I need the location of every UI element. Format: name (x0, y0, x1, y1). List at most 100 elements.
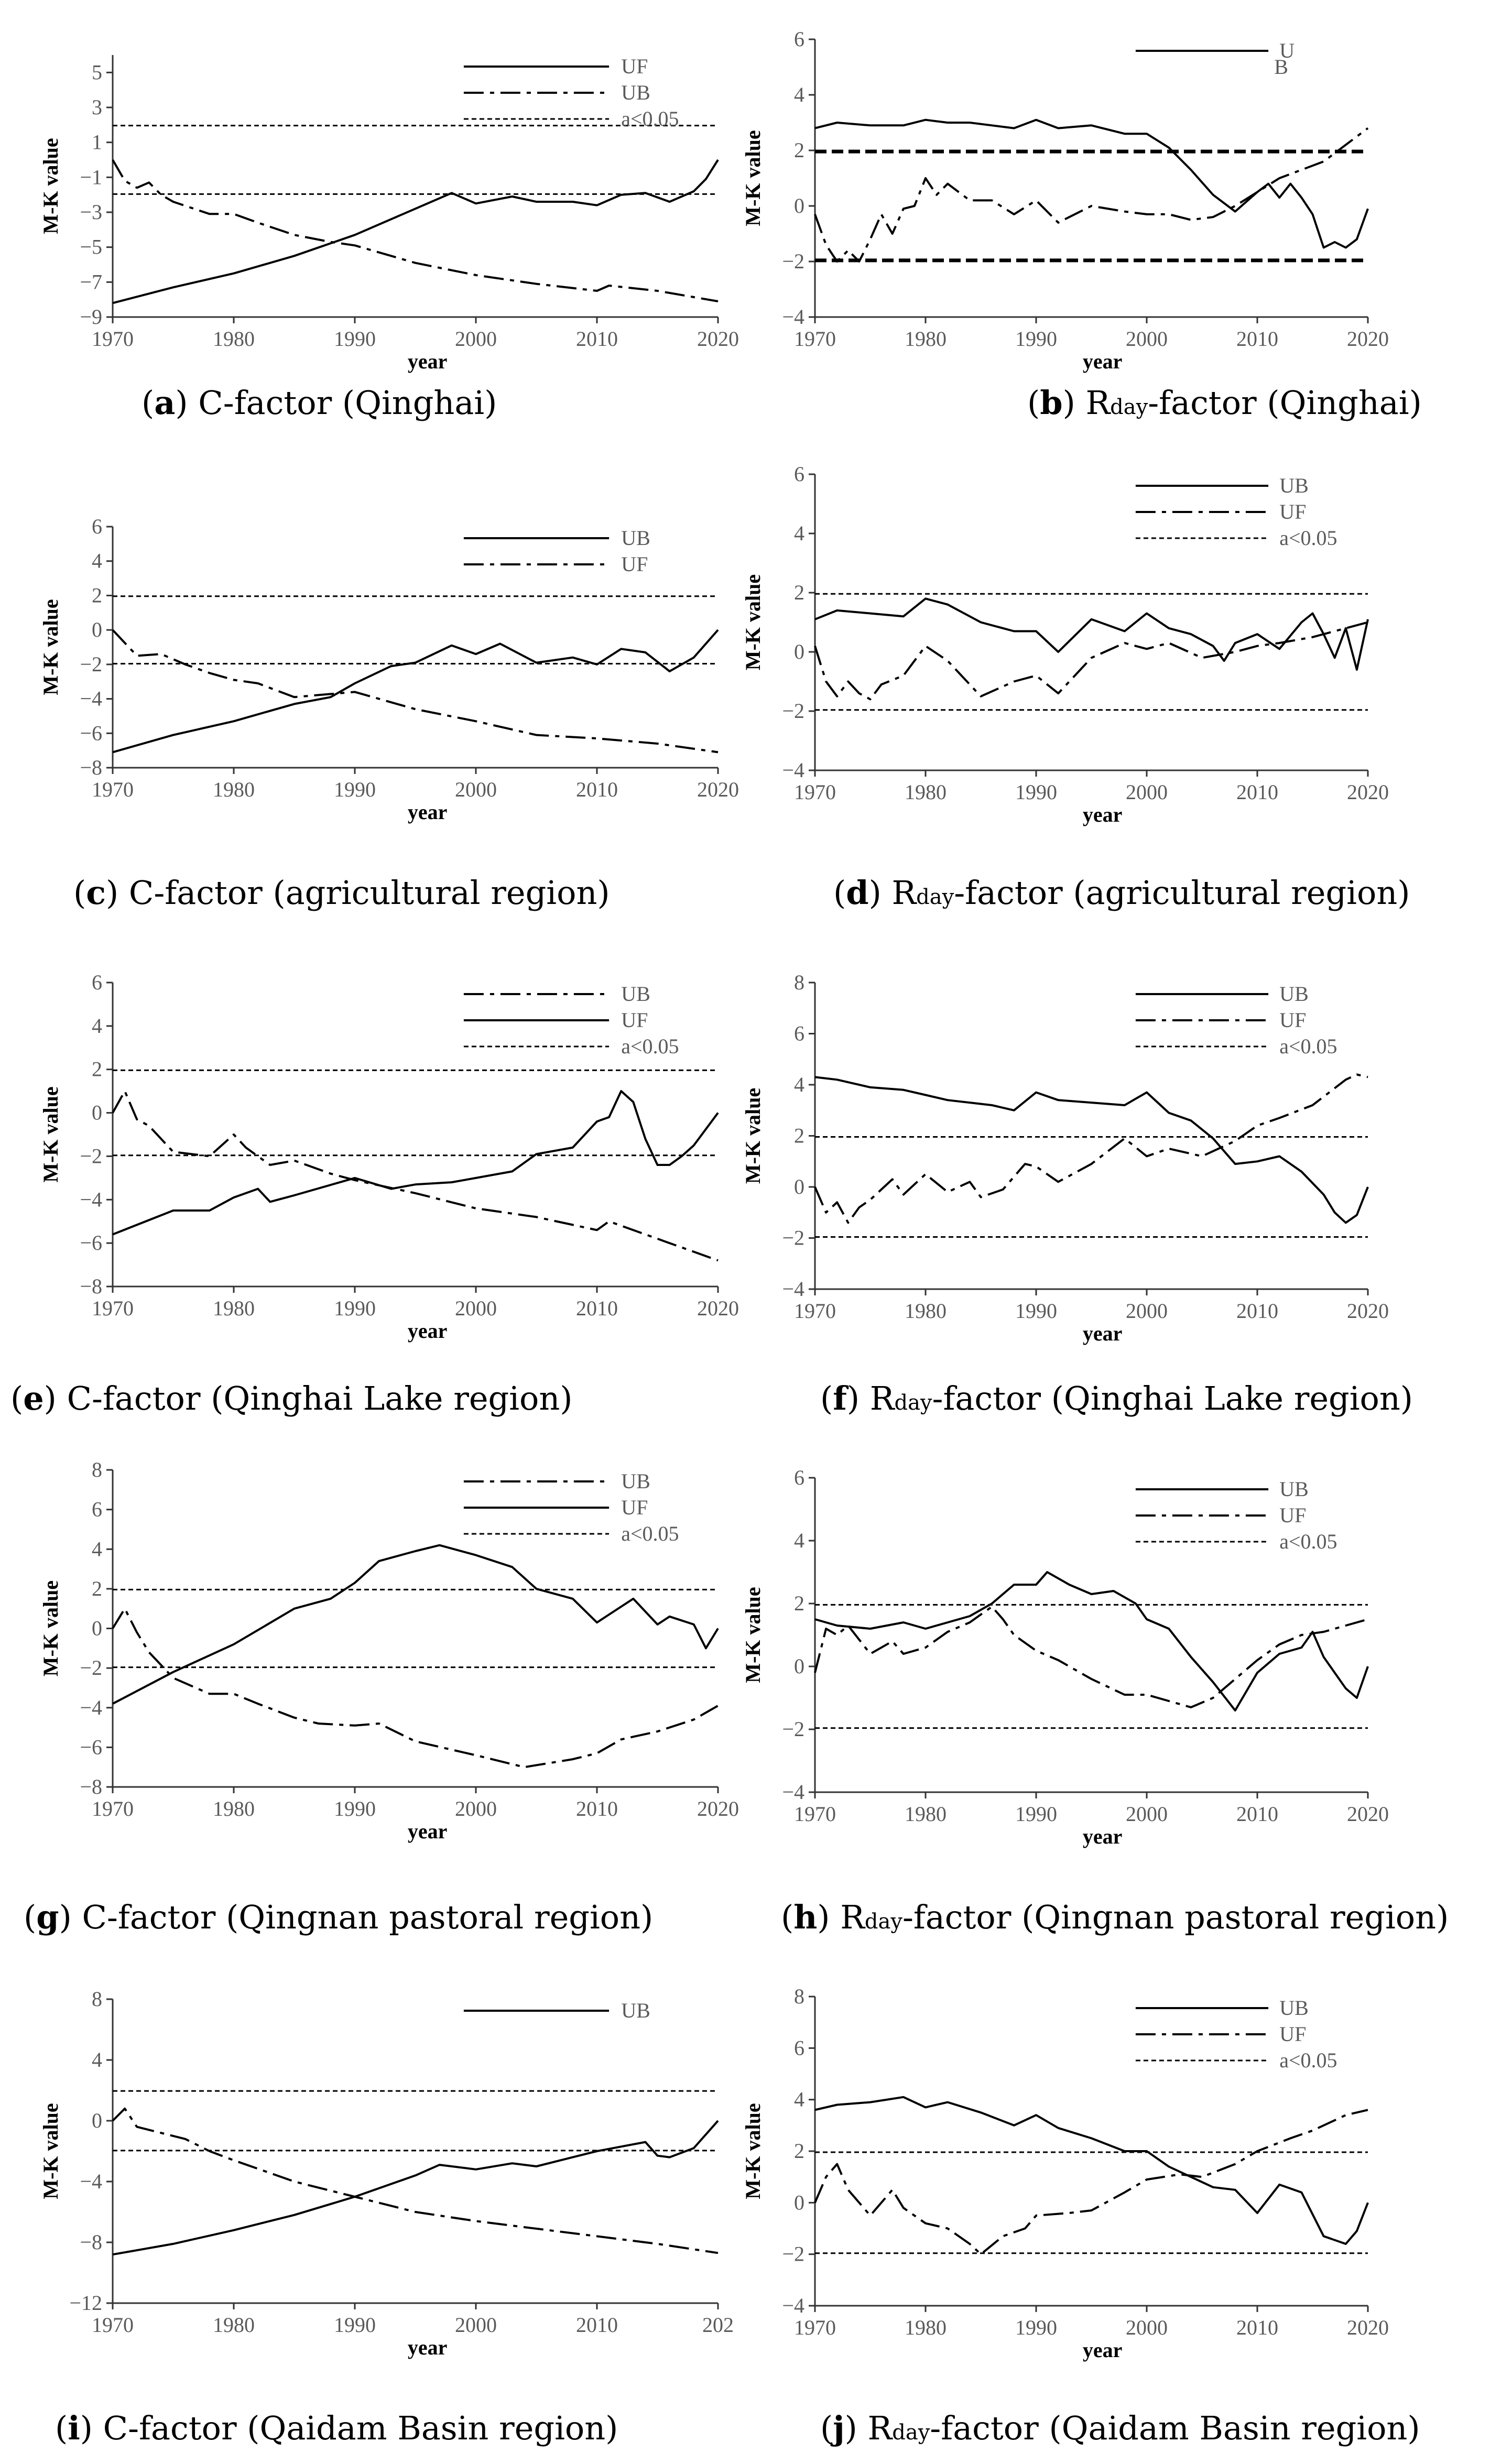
y-tick-label: −2 (80, 1656, 102, 1680)
y-tick-label: −2 (80, 1144, 102, 1168)
series-line-uf (112, 2107, 719, 2254)
series-line-ub (814, 2096, 1369, 2245)
x-tick-label: 2010 (1236, 1802, 1278, 1826)
x-tick-label: 2020 (1347, 2316, 1389, 2339)
caption-rest: -factor (agricultural region) (154, 874, 610, 912)
y-tick-label: −6 (80, 721, 102, 745)
series-line-ub (814, 127, 1369, 263)
caption-factor: C (198, 384, 223, 422)
legend-label: UB (1279, 1996, 1309, 2020)
x-tick-label: 1980 (905, 2316, 947, 2339)
y-tick-label: 6 (794, 462, 804, 486)
panel-caption: (f) Rday-factor (Qinghai Lake region) (820, 1379, 1413, 1418)
caption-close: ) (106, 874, 129, 912)
y-axis-title: M-K value (741, 1088, 765, 1184)
y-axis-title: M-K value (741, 1587, 765, 1683)
series-line-uf (112, 159, 719, 304)
y-tick-label: 4 (794, 521, 804, 545)
x-tick-label: 2020 (1347, 327, 1389, 351)
x-tick-label: 1970 (92, 778, 134, 801)
legend-label: UF (1279, 2022, 1306, 2046)
y-tick-label: 8 (92, 1458, 102, 1481)
caption-factor: R (868, 2409, 894, 2447)
caption-open: ( (781, 1898, 793, 1936)
y-tick-label: 5 (92, 60, 102, 84)
series-line-uf (814, 118, 1369, 249)
x-tick-label: 2020 (1347, 1299, 1389, 1323)
y-tick-label: 3 (92, 95, 102, 119)
legend-label: UF (621, 1008, 648, 1032)
y-tick-label: 4 (794, 1529, 804, 1552)
x-tick-label: 2000 (1126, 780, 1168, 804)
y-axis-title: M-K value (39, 1086, 62, 1182)
legend-label: a<0.05 (1279, 1530, 1337, 1553)
x-tick-label: 1970 (92, 327, 134, 351)
series-line-ub (112, 2120, 719, 2256)
caption-factor: R (870, 1379, 896, 1418)
x-tick-label: 1980 (213, 327, 255, 351)
x-tick-label: 1990 (1015, 327, 1057, 351)
x-axis-title: year (408, 1819, 448, 1843)
y-tick-label: −12 (69, 2291, 102, 2315)
caption-rest: -factor (Qaidam Basin region) (930, 2409, 1420, 2447)
chart-panel-e: −8 −6 −4 −2 0 2 4 6 1970 1980 1990 2000 2010 2020 year… (10, 971, 739, 1418)
legend-label: UB (1279, 982, 1309, 1006)
y-tick-label: 4 (92, 1014, 102, 1038)
y-tick-label: 0 (794, 194, 804, 217)
y-tick-label: 0 (92, 2109, 102, 2132)
caption-subscript: day (894, 1391, 932, 1415)
x-tick-label: 1980 (905, 327, 947, 351)
y-tick-label: −1 (80, 165, 102, 189)
caption-subscript: day (865, 1910, 902, 1934)
caption-open: ( (24, 1898, 36, 1936)
caption-open: ( (142, 384, 154, 422)
y-tick-label: −7 (80, 270, 102, 293)
y-tick-label: 2 (794, 138, 804, 162)
y-tick-label: −4 (80, 687, 102, 711)
x-tick-label: 1970 (794, 1299, 836, 1323)
y-tick-label: 0 (794, 2190, 804, 2214)
x-tick-label: 2000 (1126, 1299, 1168, 1323)
caption-rest: -factor (Qinghai) (1148, 384, 1422, 422)
y-axis-title: M-K value (39, 599, 62, 695)
caption-letter: f (833, 1379, 849, 1418)
y-tick-label: 2 (794, 1591, 804, 1615)
caption-letter: e (23, 1379, 43, 1418)
y-tick-label: 2 (794, 581, 804, 604)
caption-rest: -factor (Qinghai) (223, 384, 497, 422)
x-tick-label: 1980 (905, 780, 947, 804)
caption-factor: R (840, 1898, 866, 1936)
y-axis-title: M-K value (741, 574, 765, 670)
x-tick-label: 2000 (455, 327, 497, 351)
legend-label: UB (621, 1999, 650, 2022)
legend-label: UF (621, 54, 648, 78)
x-tick-label: 1990 (1015, 1802, 1057, 1826)
y-tick-label: 8 (794, 971, 804, 994)
y-tick-label: −2 (782, 1717, 804, 1741)
caption-letter: g (36, 1898, 59, 1936)
x-axis-title: year (1083, 803, 1123, 826)
y-axis-title: M-K value (39, 1580, 62, 1676)
legend-label: UF (1279, 1008, 1306, 1032)
y-tick-label: 6 (794, 2036, 804, 2059)
x-tick-label: 2020 (697, 1797, 739, 1820)
x-tick-label: 1970 (794, 1802, 836, 1826)
y-tick-label: −4 (782, 1780, 804, 1804)
series-line-uf (814, 2109, 1368, 2255)
panel-caption: (g) C-factor (Qingnan pastoral region) (24, 1898, 653, 1936)
caption-open: ( (833, 874, 846, 912)
x-tick-label: 1990 (1015, 1299, 1057, 1323)
y-tick-label: −2 (782, 699, 804, 723)
y-tick-label: 6 (92, 1498, 102, 1521)
y-tick-label: −5 (80, 235, 102, 259)
caption-factor: R (1085, 384, 1111, 422)
caption-close: ) (175, 384, 198, 422)
x-axis-title: year (1083, 1825, 1123, 1848)
